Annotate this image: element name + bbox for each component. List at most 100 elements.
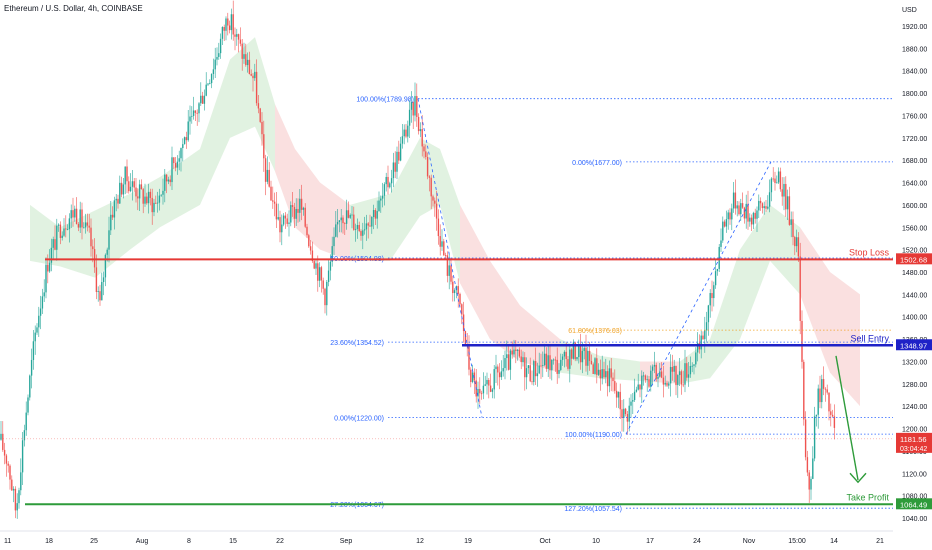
ichimoku-cloud-segment [200,59,230,205]
candle-body [18,490,20,504]
candle-body [257,103,260,109]
candle-body [795,237,798,247]
candle-body [270,186,272,201]
candle-body [723,221,726,227]
candle-body [340,217,342,221]
candle-body [619,391,621,410]
candle-body [5,455,8,464]
y-tick-label: 1800.00 [902,91,927,98]
y-tick-label: 1840.00 [902,69,927,76]
candle-body [419,129,422,132]
candle-body [405,129,407,137]
candle-body [648,379,650,387]
candle-body [92,246,94,250]
candle-body [135,187,137,197]
candle-body [54,239,56,250]
candle-body [273,201,276,204]
candle-body [86,222,89,226]
candle-body [666,382,668,386]
fib-level-label: 0.00%(1677.00) [572,160,622,167]
candle-body [464,330,467,345]
candle-body [783,183,785,197]
candle-body [790,219,792,225]
candle-body [520,356,522,363]
candle-body [815,414,818,417]
candle-body [813,416,816,459]
ichimoku-cloud-segment [95,193,130,278]
y-tick-label: 1120.00 [902,471,927,478]
candle-body [772,178,774,180]
candle-body [786,196,789,210]
x-tick-label: 22 [276,538,284,545]
candle-body [826,389,828,393]
candle-body [585,347,587,366]
y-tick-label: 1280.00 [902,382,927,389]
candle-body [113,200,116,218]
ichimoku-cloud-segment [320,182,350,261]
price-tag-value: 1502.68 [900,255,927,264]
candle-body [194,110,197,113]
candle-body [185,137,188,141]
candle-body [376,211,378,219]
candle-body [819,388,821,403]
candle-body [538,365,540,374]
candle-body [0,433,2,440]
candle-body [264,158,267,182]
candle-body [507,354,510,370]
ichimoku-cloud-segment [710,249,740,379]
candle-body [23,430,26,441]
candle-body [792,219,794,238]
candle-body [417,116,420,132]
candle-body [398,151,400,161]
candle-body [421,129,423,147]
candle-body [484,384,486,386]
candle-body [66,229,69,230]
candle-body [578,346,580,358]
candle-body [47,264,49,272]
candle-body [27,397,29,413]
candle-body [160,194,162,196]
candle-body [336,221,339,225]
candle-body [459,293,461,305]
candle-body [628,405,630,422]
candle-body [547,355,549,369]
candle-body [687,374,690,378]
x-tick-label: Aug [136,538,149,545]
price-tag [896,432,932,453]
candle-body [173,157,175,164]
x-tick-label: 15:00 [788,538,806,545]
candle-body [75,208,78,225]
candle-body [119,182,121,204]
candle-body [241,43,243,59]
candle-body [21,440,24,473]
candle-body [831,414,834,417]
candle-body [533,361,535,383]
candle-body [84,222,87,228]
candle-body [144,196,146,204]
candle-body [696,343,699,353]
candle-body [700,335,702,350]
candle-body [178,158,180,162]
y-tick-label: 1680.00 [902,158,927,165]
candle-body [291,205,294,207]
candle-body [727,212,729,220]
candle-body [7,463,9,466]
annotation-label: Take Profit [846,492,889,502]
ichimoku-cloud-segment [520,305,560,373]
candle-body [747,203,749,222]
candle-body [20,472,22,491]
candle-body [462,314,465,331]
x-tick-label: Oct [540,538,551,545]
candle-body [349,214,351,218]
candle-body [750,217,753,225]
fib-level-label: 23.60%(1354.52) [330,340,384,347]
x-tick-label: 17 [646,538,654,545]
candle-body [268,169,270,187]
candle-body [219,38,222,54]
candle-body [151,197,153,213]
candle-body [482,385,485,394]
candle-body [633,391,636,401]
candle-body [155,202,157,204]
candle-body [147,191,150,204]
